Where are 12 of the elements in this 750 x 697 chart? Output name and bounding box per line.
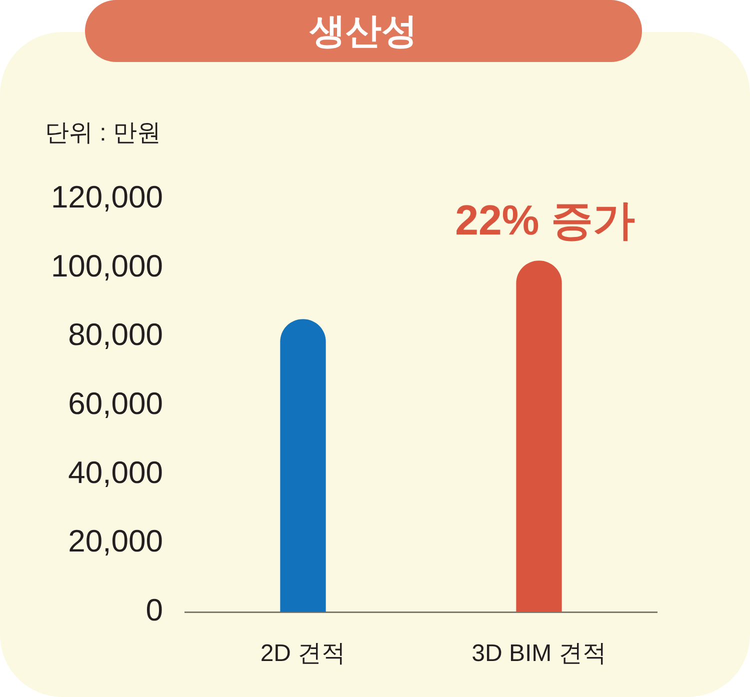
y-tick-label: 80,000 bbox=[68, 317, 163, 352]
annotation: 22% 증가 bbox=[455, 196, 635, 244]
x-tick-label: 2D 견적 bbox=[260, 640, 346, 668]
y-tick-label: 0 bbox=[146, 592, 163, 628]
y-tick-label: 100,000 bbox=[50, 248, 163, 284]
y-tick-label: 60,000 bbox=[68, 386, 163, 422]
x-tick-label: 3D BIM 견적 bbox=[472, 640, 606, 668]
y-tick-label: 20,000 bbox=[68, 524, 163, 559]
chart-title: 생산성 bbox=[310, 8, 418, 52]
y-tick-label: 40,000 bbox=[68, 454, 163, 490]
y-tick-label: 120,000 bbox=[50, 180, 163, 215]
y-axis-title: 단위 : 만원 bbox=[44, 120, 161, 147]
